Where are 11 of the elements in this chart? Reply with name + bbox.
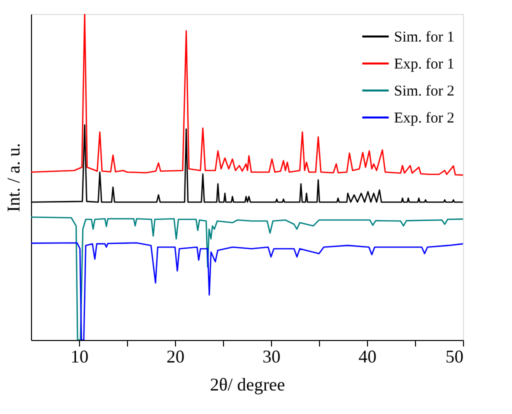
x-tick-label: 30: [262, 346, 280, 366]
y-axis-title: Int. / a. u.: [4, 143, 24, 212]
x-axis-title: 2θ/ degree: [210, 374, 286, 394]
x-tick-label: 10: [70, 346, 88, 366]
legend-label: Exp. for 2: [394, 110, 454, 126]
x-tick-label: 20: [166, 346, 184, 366]
x-tick-label: 50: [446, 346, 464, 366]
x-tick-label: 40: [358, 346, 376, 366]
legend-label: Sim. for 2: [394, 84, 454, 100]
legend-label: Exp. for 1: [394, 56, 454, 72]
legend-label: Sim. for 1: [394, 30, 454, 46]
